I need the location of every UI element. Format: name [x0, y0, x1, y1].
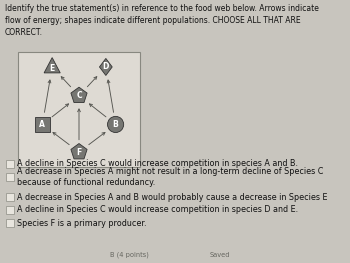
Text: B: B [113, 120, 118, 129]
Text: E: E [50, 64, 55, 73]
Text: D: D [103, 62, 109, 72]
Bar [6, 160, 14, 168]
Text: Identify the true statement(s) in reference to the food web below. Arrows indica: Identify the true statement(s) in refere… [5, 4, 319, 37]
Bar [18, 52, 140, 167]
Text: A decline in Species C would increase competition in species D and E.: A decline in Species C would increase co… [17, 205, 298, 215]
Bar [6, 219, 14, 227]
Text: B (4 points): B (4 points) [110, 251, 149, 258]
Bar [6, 206, 14, 214]
Text: A: A [40, 120, 46, 129]
Text: F: F [76, 148, 82, 156]
Text: Saved: Saved [210, 252, 231, 258]
Polygon shape [44, 58, 60, 73]
Bar [6, 193, 14, 201]
Polygon shape [99, 58, 112, 75]
Text: Species F is a primary producer.: Species F is a primary producer. [17, 219, 147, 227]
Bar [35, 117, 50, 132]
Text: A decrease in Species A and B would probably cause a decrease in Species E: A decrease in Species A and B would prob… [17, 193, 328, 201]
Text: A decline in Species C would increase competition in species A and B.: A decline in Species C would increase co… [17, 159, 298, 169]
Text: C: C [76, 91, 82, 100]
Bar [6, 173, 14, 181]
Text: A decrease in Species A might not result in a long-term decline of Species C
bec: A decrease in Species A might not result… [17, 167, 323, 187]
Circle shape [107, 116, 124, 133]
Polygon shape [71, 87, 87, 103]
Polygon shape [71, 144, 87, 159]
